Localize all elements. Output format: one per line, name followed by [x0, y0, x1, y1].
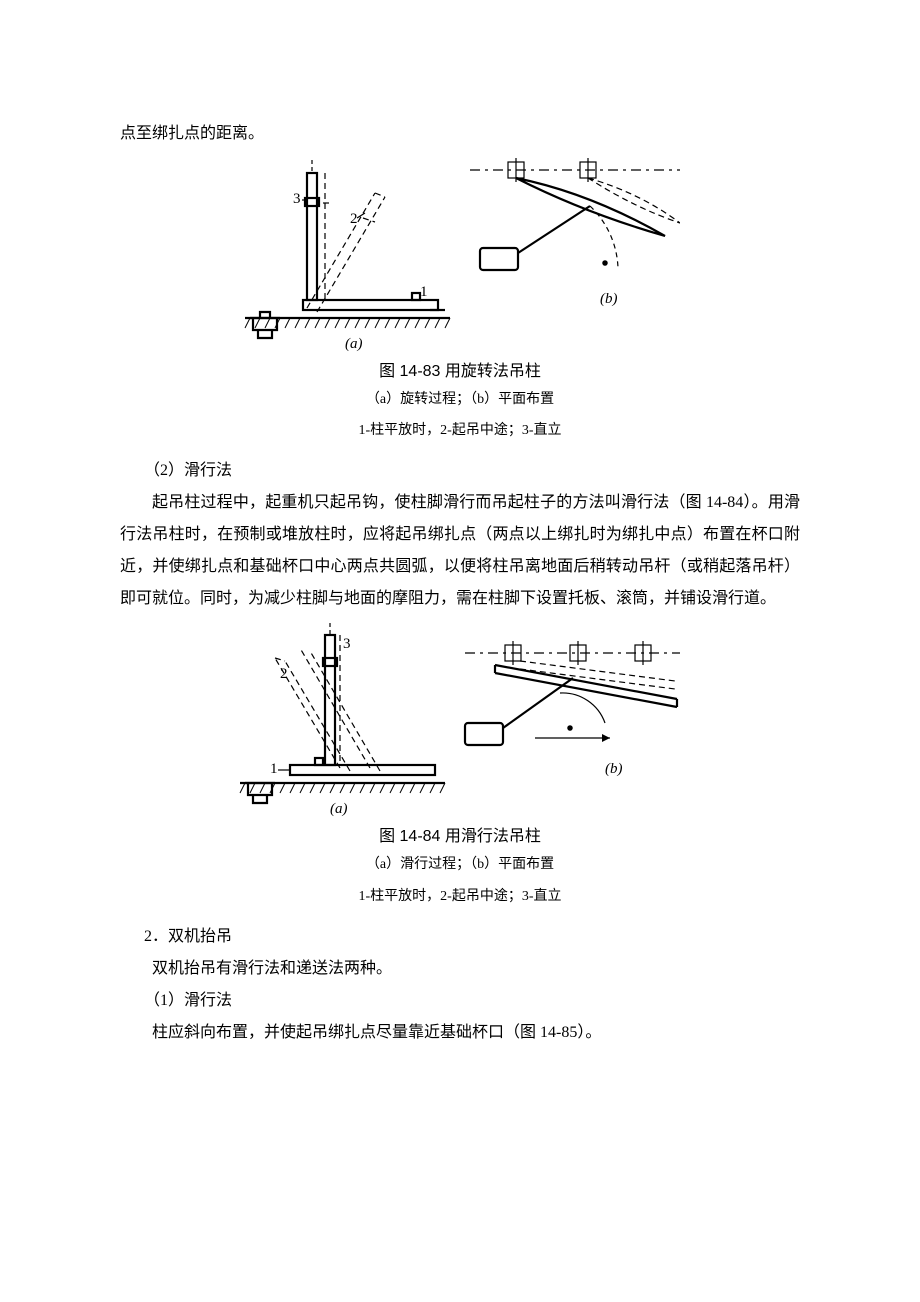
fig83-sub1: （a）旋转过程；（b）平面布置	[120, 387, 800, 412]
fig84-sub2: 1-柱平放时，2-起吊中途；3-直立	[120, 884, 800, 909]
fig84-num1: 1	[270, 761, 278, 777]
para2: 起吊柱过程中，起重机只起吊钩，使柱脚滑行而吊起柱子的方法叫滑行法（图 14-84…	[120, 487, 800, 615]
fig83-label-a: (a)	[345, 336, 363, 352]
fig84-label-a: (a)	[330, 801, 348, 817]
fig83-label-b: (b)	[600, 291, 618, 307]
fig83-sub2: 1-柱平放时，2-起吊中途；3-直立	[120, 418, 800, 443]
fig83-num2: 2	[350, 211, 358, 227]
fig84-svg: 2 3 1 (a)	[235, 623, 685, 818]
fig83-svg: 3 2 1 (a)	[240, 158, 680, 353]
fig83-num1: 1	[420, 284, 428, 300]
para3a: 双机抬吊有滑行法和递送法两种。	[120, 953, 800, 985]
figure-14-83: 3 2 1 (a)	[120, 158, 800, 443]
opening-fragment: 点至绑扎点的距离。	[120, 118, 800, 150]
fig84-label-b: (b)	[605, 761, 623, 777]
fig83-title: 图 14-83 用旋转法吊柱	[120, 357, 800, 381]
fig83-num3: 3	[293, 191, 301, 207]
fig84-title: 图 14-84 用滑行法吊柱	[120, 822, 800, 846]
section2-heading: （2）滑行法	[120, 455, 800, 487]
section3-number: 2．双机抬吊	[120, 921, 800, 953]
fig84-sub1: （a）滑行过程；（b）平面布置	[120, 852, 800, 877]
para3b: 柱应斜向布置，并使起吊绑扎点尽量靠近基础杯口（图 14-85）。	[120, 1017, 800, 1049]
fig84-num3: 3	[343, 636, 351, 652]
figure-14-84: 2 3 1 (a)	[120, 623, 800, 908]
fig84-num2: 2	[280, 666, 288, 682]
section3-sub: （1）滑行法	[120, 985, 800, 1017]
